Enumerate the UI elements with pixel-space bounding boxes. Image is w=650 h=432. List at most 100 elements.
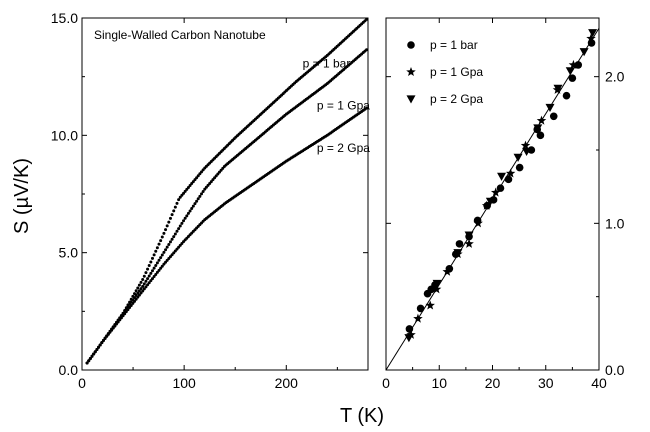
triangle-marker bbox=[565, 67, 575, 76]
data-point bbox=[152, 266, 156, 270]
data-point bbox=[126, 308, 130, 312]
data-point bbox=[142, 282, 146, 286]
data-point bbox=[201, 189, 205, 193]
triangle-marker bbox=[522, 147, 532, 156]
data-point bbox=[154, 249, 158, 253]
star-marker bbox=[442, 266, 452, 276]
data-point bbox=[141, 278, 145, 282]
circle-marker bbox=[568, 74, 577, 82]
data-point bbox=[191, 204, 195, 208]
data-point bbox=[165, 224, 169, 228]
data-point bbox=[146, 283, 150, 287]
star-marker bbox=[490, 187, 501, 197]
data-point bbox=[167, 220, 171, 224]
data-point bbox=[129, 303, 133, 307]
data-point bbox=[134, 297, 138, 301]
data-point bbox=[177, 227, 181, 231]
right-panel: 0 10 20 30 400.0 1.0 2.0 p = 1 bar p = 1 Gpa p = … bbox=[382, 17, 625, 391]
data-point bbox=[182, 219, 186, 223]
y-tick-label: 2.0 bbox=[605, 69, 625, 85]
data-point bbox=[185, 214, 189, 218]
data-point bbox=[183, 216, 187, 220]
data-point bbox=[136, 291, 140, 295]
circle-marker bbox=[574, 61, 583, 69]
star-marker bbox=[520, 140, 531, 150]
circle-marker bbox=[549, 112, 558, 121]
data-point bbox=[180, 221, 184, 225]
data-point bbox=[88, 356, 92, 360]
star-marker bbox=[413, 313, 423, 323]
star-marker bbox=[568, 59, 579, 69]
data-point bbox=[198, 194, 202, 198]
data-point bbox=[164, 248, 168, 252]
triangle-marker bbox=[553, 84, 563, 93]
data-point bbox=[164, 228, 168, 232]
data-point bbox=[154, 263, 158, 267]
data-point bbox=[160, 235, 164, 239]
data-point bbox=[124, 310, 128, 314]
data-point bbox=[177, 198, 181, 202]
data-point bbox=[87, 359, 91, 363]
data-point bbox=[170, 237, 174, 241]
triangle-marker bbox=[432, 279, 442, 288]
data-point bbox=[106, 332, 110, 336]
data-point bbox=[173, 232, 177, 236]
data-point bbox=[170, 213, 174, 217]
data-point bbox=[103, 336, 107, 340]
data-point bbox=[160, 253, 164, 257]
star-marker bbox=[431, 284, 442, 294]
data-point bbox=[150, 269, 154, 273]
data-point bbox=[101, 339, 105, 343]
x-tick-label: 200 bbox=[275, 375, 299, 391]
circle-marker bbox=[496, 184, 505, 192]
data-point bbox=[167, 242, 171, 246]
star-marker bbox=[586, 33, 596, 43]
triangle-marker bbox=[513, 153, 523, 162]
data-point bbox=[152, 253, 156, 257]
data-point bbox=[365, 48, 369, 52]
data-point bbox=[139, 280, 143, 284]
data-point bbox=[159, 239, 163, 243]
y-tick-label: 5.0 bbox=[59, 245, 79, 261]
star-marker bbox=[425, 300, 435, 310]
data-point bbox=[162, 231, 166, 235]
series-label: p = 2 Gpa bbox=[317, 141, 370, 155]
x-tick-label: 40 bbox=[591, 375, 607, 391]
series-dots bbox=[85, 48, 369, 365]
plot-frame bbox=[81, 17, 369, 371]
series-dots bbox=[85, 106, 369, 365]
x-tick-label: 20 bbox=[485, 375, 501, 391]
data-point bbox=[121, 314, 125, 318]
circle-marker bbox=[536, 131, 545, 140]
circle-marker bbox=[515, 163, 524, 172]
data-point bbox=[142, 287, 146, 291]
x-tick-label: 0 bbox=[382, 375, 390, 391]
data-point bbox=[175, 201, 179, 205]
data-point bbox=[190, 207, 194, 211]
data-point bbox=[196, 197, 200, 201]
series-points bbox=[404, 29, 598, 343]
data-point bbox=[178, 224, 182, 228]
x-tick-label: 30 bbox=[538, 375, 554, 391]
data-point bbox=[142, 274, 146, 278]
data-point bbox=[172, 209, 176, 213]
data-point bbox=[157, 258, 161, 262]
data-point bbox=[133, 299, 137, 303]
data-point bbox=[165, 245, 169, 249]
data-point bbox=[152, 275, 156, 279]
star-marker bbox=[481, 200, 492, 210]
data-point bbox=[98, 343, 102, 347]
triangle-marker bbox=[545, 103, 555, 112]
star-marker bbox=[505, 168, 516, 178]
data-point bbox=[115, 322, 119, 326]
data-point bbox=[95, 347, 99, 351]
data-point bbox=[365, 106, 369, 110]
data-point bbox=[90, 354, 94, 358]
circle-marker bbox=[562, 91, 571, 100]
data-point bbox=[105, 334, 109, 338]
data-point bbox=[186, 211, 190, 215]
data-point bbox=[137, 283, 141, 287]
star-marker bbox=[464, 238, 474, 248]
circle-marker bbox=[407, 41, 415, 49]
circle-marker bbox=[455, 240, 464, 248]
